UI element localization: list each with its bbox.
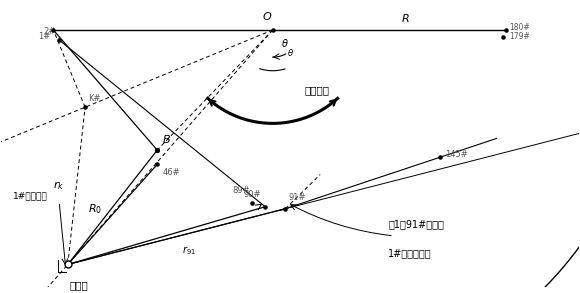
Text: $R$: $R$ [401, 12, 409, 24]
Text: $\theta$: $\theta$ [281, 37, 288, 49]
Text: $\theta$: $\theta$ [287, 47, 294, 58]
Text: 1#: 1# [38, 32, 50, 41]
Text: $O$: $O$ [262, 10, 272, 22]
Text: $r_{91}$: $r_{91}$ [182, 244, 195, 257]
Text: 180#: 180# [509, 23, 530, 32]
Text: 179#: 179# [509, 32, 530, 41]
Text: 90#: 90# [244, 190, 261, 199]
Text: 1#波束方向: 1#波束方向 [13, 191, 48, 200]
Text: 波束范围: 波束范围 [305, 86, 330, 96]
Text: $B$: $B$ [162, 133, 171, 145]
Text: K#: K# [88, 94, 100, 103]
Text: $R_0$: $R_0$ [88, 202, 102, 216]
Text: $r_k$: $r_k$ [53, 179, 64, 192]
Text: 46#: 46# [162, 168, 180, 177]
Text: 1#波束等效弦: 1#波束等效弦 [388, 248, 432, 258]
Text: 145#: 145# [445, 150, 468, 159]
Text: 聚焦点: 聚焦点 [70, 280, 89, 290]
Text: 91#: 91# [288, 193, 306, 202]
Text: 2#: 2# [44, 27, 56, 36]
Text: 89#: 89# [233, 186, 251, 195]
Text: （1－91#基元）: （1－91#基元） [388, 219, 444, 229]
